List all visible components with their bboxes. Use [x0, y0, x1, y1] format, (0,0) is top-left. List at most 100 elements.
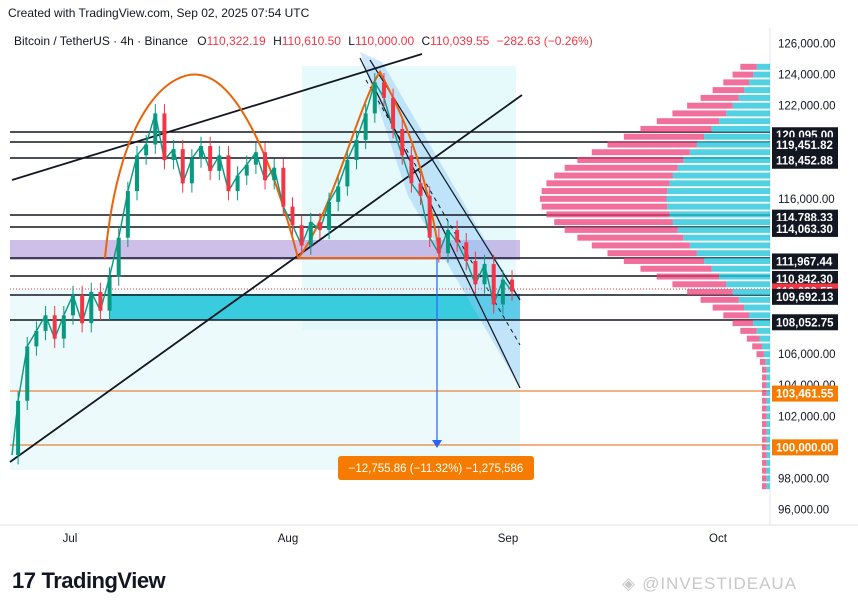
volume-bar-up: [766, 475, 770, 482]
volume-bar-up: [748, 79, 770, 86]
volume-bar-down: [700, 94, 739, 101]
ohlc-legend: Bitcoin / TetherUS · 4h · Binance O110,3…: [14, 34, 597, 48]
volume-bar-down: [577, 157, 684, 164]
y-axis: 96,000.0098,000.00102,000.00104,000.0010…: [778, 39, 836, 517]
candle-body: [244, 164, 249, 176]
y-tick-label: 122,000.00: [778, 101, 836, 113]
price-label: 109,692.13: [776, 292, 834, 304]
purple-zone: [10, 240, 520, 260]
x-axis: Jul Aug Sep Oct: [63, 533, 728, 545]
price-label-bg: [772, 137, 838, 154]
candle-body: [189, 158, 194, 184]
candle-body: [43, 315, 48, 331]
candle-body: [226, 155, 231, 192]
price-label: 119,451.82: [776, 140, 833, 152]
volume-bar-up: [683, 157, 770, 164]
price-labels: 120,095.00119,451.82118,452.88114,788.33…: [772, 127, 838, 456]
tradingview-logo-text: TradingView: [41, 568, 166, 593]
tradingview-logo-mark-icon: 17: [12, 568, 36, 593]
volume-bar-up: [759, 335, 770, 342]
price-label-bg: [772, 439, 838, 456]
volume-bar-down: [712, 87, 745, 94]
volume-bar-down: [762, 389, 767, 396]
price-label-bg: [772, 152, 838, 169]
candle-body: [473, 260, 478, 285]
candle-body: [345, 160, 350, 187]
volume-bar-down: [591, 242, 690, 249]
candle-body: [52, 315, 57, 339]
candle-body: [409, 155, 414, 184]
x-tick-label: Aug: [278, 533, 298, 545]
price-label: 103,461.55: [776, 389, 834, 401]
volume-bar-up: [766, 421, 770, 428]
volume-bar-up: [677, 164, 770, 171]
y-tick-label: 126,000.00: [778, 39, 836, 51]
candle-body: [171, 149, 176, 161]
volume-bar-down: [607, 141, 697, 148]
created-with-header: Created with TradingView.com, Sep 02, 20…: [8, 6, 310, 20]
volume-bar-down: [762, 366, 767, 373]
volume-bar-up: [766, 452, 770, 459]
volume-bar-down: [623, 257, 705, 264]
x-tick-label: Oct: [709, 533, 728, 545]
volume-bar-up: [689, 149, 770, 156]
upper-trendline: [11, 53, 423, 181]
volume-bar-down: [762, 374, 767, 381]
volume-bar-down: [762, 428, 767, 435]
volume-bar-down: [762, 382, 767, 389]
handle-arc: [297, 70, 441, 259]
lower-trendline: [9, 94, 523, 463]
candle-body: [327, 201, 332, 230]
candle-body: [16, 400, 21, 456]
volume-bar-up: [765, 358, 770, 365]
volume-bar-down: [672, 110, 727, 117]
volume-bar-up: [753, 320, 770, 327]
low-value: 110,000.00: [354, 34, 415, 48]
candle-body: [281, 167, 286, 207]
volume-bar-up: [738, 94, 770, 101]
candle-body: [98, 292, 103, 311]
cup-arc: [104, 73, 299, 259]
candle-body: [354, 139, 359, 161]
volume-bar-up: [683, 234, 770, 241]
price-label-bg: [772, 288, 838, 305]
volume-bar-up: [766, 405, 770, 412]
volume-bar-up: [672, 219, 770, 226]
volume-bar-up: [667, 188, 770, 195]
volume-bar-up: [744, 87, 770, 94]
volume-bar-up: [696, 141, 770, 148]
candle-body: [162, 113, 167, 161]
volume-bar-up: [732, 289, 770, 296]
high-label: H: [273, 34, 282, 48]
volume-bar-up: [748, 312, 770, 319]
volume-bar-up: [672, 172, 770, 179]
symbol-label: Bitcoin / TetherUS · 4h · Binance: [14, 34, 188, 48]
candle-body: [89, 292, 94, 324]
tradingview-logo[interactable]: 17 TradingView: [12, 568, 166, 594]
volume-bar-down: [752, 343, 762, 350]
volume-bar-down: [723, 79, 749, 86]
volume-bar-down: [746, 335, 760, 342]
candle-body: [208, 146, 213, 171]
candle-body: [272, 167, 277, 181]
y-tick-label: 98,000.00: [778, 473, 829, 485]
volume-bar-down: [656, 118, 720, 125]
volume-bar-up: [756, 327, 770, 334]
candle-body: [482, 264, 487, 285]
volume-bar-up: [711, 265, 770, 272]
volume-bar-up: [669, 211, 770, 218]
candle-body: [455, 229, 460, 243]
candle-body: [299, 225, 304, 246]
candle-body: [153, 113, 158, 145]
change-value: −282.63 (−0.26%): [496, 34, 593, 48]
price-label-bg: [772, 220, 838, 237]
candle-body: [491, 264, 496, 305]
measure-arrow-head: [432, 440, 442, 448]
volume-bar-up: [689, 242, 770, 249]
volume-bar-up: [763, 351, 770, 358]
volume-bar-up: [696, 250, 770, 257]
volume-bar-down: [723, 312, 749, 319]
candles-group: [16, 73, 514, 465]
volume-bar-down: [607, 250, 697, 257]
